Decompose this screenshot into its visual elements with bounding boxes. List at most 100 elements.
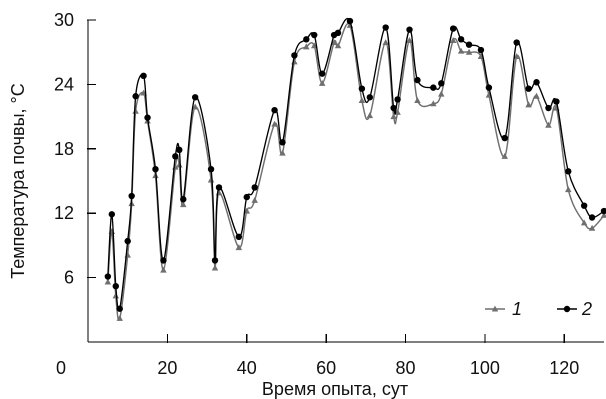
- series-1-point-41: [457, 47, 465, 54]
- x-axis-label: Время опыта, сут: [262, 379, 408, 399]
- series-2-point-52: [580, 202, 588, 209]
- series-2-point-31: [358, 85, 366, 92]
- series-2-point-38: [430, 84, 437, 91]
- series-2-point-15: [191, 94, 199, 101]
- series-2-point-26: [311, 31, 318, 39]
- series-2-point-1: [104, 273, 112, 280]
- series-2-point-37: [414, 76, 421, 84]
- series-2-point-40: [449, 25, 457, 32]
- x-tick-label-120: 120: [549, 358, 579, 378]
- series-1-point-34: [390, 113, 397, 120]
- legend-item-1: 1: [485, 299, 522, 319]
- series-2-point-47: [525, 85, 532, 92]
- series-2-point-3: [112, 282, 119, 290]
- series-1-point-36: [406, 36, 413, 43]
- series-2-point-16: [207, 165, 215, 173]
- series-2-point-54: [600, 207, 606, 215]
- series-1-point-24: [291, 58, 298, 65]
- series-1-point-31: [358, 97, 366, 104]
- legend-item-2: 2: [557, 299, 592, 319]
- series-1-point-15: [191, 103, 199, 110]
- series-layer: [104, 17, 606, 321]
- series-2-point-36: [406, 26, 413, 33]
- series-2-point-49: [545, 104, 552, 112]
- series-2-point-46: [513, 39, 520, 46]
- series-1-point-47: [525, 101, 532, 108]
- series-1-point-33: [382, 39, 389, 46]
- legend-marker-2: [563, 305, 571, 313]
- series-1-point-32: [366, 112, 374, 119]
- series-1-point-46: [513, 53, 520, 60]
- series-1-point-27: [318, 79, 326, 86]
- x-tick-label-60: 60: [316, 358, 336, 378]
- series-1-point-48: [533, 92, 540, 99]
- legend-marker-1: [491, 305, 499, 312]
- series-1-point-49: [545, 121, 552, 128]
- series-1-point-23: [279, 149, 286, 156]
- series-2-point-8: [140, 72, 147, 80]
- series-1-point-42: [465, 48, 473, 55]
- series-2-point-27: [318, 70, 326, 77]
- series-2-point-35: [394, 96, 401, 103]
- legend-label-1: 1: [512, 299, 522, 319]
- series-1-point-37: [414, 97, 421, 104]
- series-1-point-28: [330, 39, 338, 46]
- series-2-point-41: [457, 36, 465, 43]
- series-1-point-4: [116, 314, 123, 321]
- y-tick-label-30: 30: [54, 10, 74, 30]
- x-tick-label-40: 40: [237, 358, 257, 378]
- series-1-point-11: [160, 266, 167, 273]
- series-1-point-13: [176, 161, 183, 168]
- legend-label-2: 2: [581, 299, 592, 319]
- series-2-point-25: [303, 36, 310, 43]
- series-2-point-51: [565, 168, 572, 175]
- series-2-point-13: [176, 146, 183, 154]
- y-tick-label-18: 18: [54, 139, 74, 159]
- series-1-point-7: [132, 107, 139, 114]
- series-1-point-45: [501, 152, 508, 159]
- y-tick-label-12: 12: [54, 203, 74, 223]
- series-2-point-39: [438, 80, 445, 87]
- series-1-point-51: [565, 186, 572, 193]
- series-2-point-23: [279, 139, 286, 146]
- series-2-point-24: [291, 52, 298, 59]
- series-1-point-25: [303, 43, 310, 50]
- series-2-point-10: [152, 165, 159, 173]
- series-1-point-26: [311, 42, 318, 49]
- series-1-point-21: [251, 196, 258, 203]
- series-1-point-1: [104, 278, 112, 285]
- series-2-point-2: [108, 211, 116, 218]
- series-1-point-39: [438, 90, 445, 97]
- series-2-point-18: [215, 184, 223, 191]
- series-2-point-9: [144, 114, 151, 121]
- series-2-point-20: [243, 193, 250, 201]
- series-1-point-17: [211, 264, 219, 271]
- series-2-point-48: [533, 79, 540, 86]
- series-1-point-22: [271, 120, 278, 127]
- x-tick-label-20: 20: [157, 358, 177, 378]
- x-tick-label-100: 100: [470, 358, 500, 378]
- series-2-point-7: [132, 93, 139, 100]
- series-2-point-29: [334, 29, 342, 37]
- series-2-point-30: [346, 17, 354, 25]
- x-tick-label-80: 80: [396, 358, 416, 378]
- y-axis-label: Температура почвы, °С: [8, 83, 28, 278]
- series-1-point-52: [580, 219, 588, 226]
- series-1-point-53: [588, 224, 596, 231]
- series-2-point-5: [124, 237, 131, 245]
- series-2-point-34: [390, 104, 397, 112]
- series-1-point-16: [207, 176, 215, 183]
- series-2-point-11: [160, 257, 167, 264]
- x-tick-label-0: 0: [56, 358, 66, 378]
- series-2-point-45: [501, 134, 508, 142]
- series-2-point-32: [366, 94, 374, 101]
- series-2-point-6: [128, 192, 135, 200]
- series-2-point-17: [211, 257, 219, 264]
- series-2-point-43: [477, 46, 485, 54]
- series-1-point-3: [112, 292, 120, 299]
- series-2-point-4: [116, 305, 123, 312]
